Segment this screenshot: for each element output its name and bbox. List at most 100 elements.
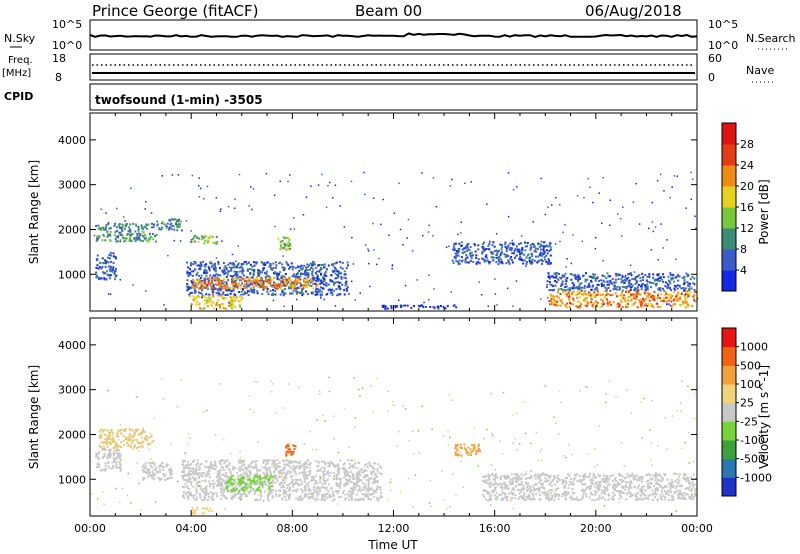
scatter-cell: [566, 258, 568, 260]
data-cell: [681, 300, 684, 303]
scatter-cell: [382, 198, 384, 201]
data-cell: [576, 296, 579, 299]
data-cell: [291, 292, 294, 295]
data-cell: [360, 467, 363, 470]
data-cell: [266, 462, 269, 465]
data-cell: [128, 437, 131, 440]
data-cell: [269, 263, 272, 266]
data-cell: [117, 454, 120, 457]
data-cell: [320, 273, 323, 276]
data-cell: [185, 479, 188, 482]
data-cell: [282, 246, 285, 249]
data-cell: [263, 477, 266, 480]
data-cell: [469, 253, 472, 256]
data-cell: [198, 295, 201, 298]
data-cell: [274, 293, 277, 296]
data-cell: [652, 273, 655, 276]
data-cell: [146, 469, 149, 472]
data-cell: [192, 263, 195, 266]
data-cell: [233, 479, 236, 481]
data-cell: [676, 274, 679, 277]
data-cell: [125, 438, 128, 441]
data-cell: [272, 488, 274, 491]
data-cell: [321, 497, 324, 500]
data-cell: [647, 302, 650, 305]
data-cell: [105, 270, 108, 273]
scatter-cell: [398, 299, 400, 301]
scatter-cell: [632, 201, 635, 203]
data-cell: [315, 480, 317, 483]
data-cell: [574, 277, 577, 280]
data-cell: [628, 279, 631, 282]
data-cell: [287, 494, 290, 497]
data-cell: [306, 266, 309, 268]
data-cell: [107, 429, 109, 432]
data-cell: [336, 294, 339, 297]
data-cell: [200, 285, 203, 288]
data-cell: [118, 226, 121, 229]
data-cell: [263, 473, 266, 476]
data-cell: [186, 491, 189, 493]
data-cell: [132, 222, 135, 225]
data-cell: [646, 295, 649, 298]
data-cell: [120, 446, 123, 449]
data-cell: [222, 480, 225, 483]
data-cell: [144, 466, 146, 469]
data-cell: [627, 296, 629, 299]
data-cell: [213, 287, 216, 289]
data-cell: [359, 498, 362, 500]
data-cell: [267, 467, 270, 470]
data-cell: [293, 287, 296, 290]
data-cell: [212, 263, 215, 266]
data-cell: [169, 226, 172, 229]
scatter-cell: [558, 276, 561, 279]
data-cell: [278, 472, 281, 475]
data-cell: [198, 303, 200, 306]
data-cell: [227, 464, 230, 467]
data-cell: [509, 242, 512, 245]
data-cell: [119, 467, 122, 470]
data-cell: [193, 468, 196, 471]
data-cell: [114, 238, 117, 241]
data-cell: [286, 243, 289, 246]
data-cell: [589, 292, 592, 294]
data-cell: [386, 307, 389, 310]
data-cell: [125, 224, 128, 227]
data-cell: [225, 268, 228, 271]
data-cell: [299, 278, 302, 281]
data-cell: [114, 273, 117, 276]
data-cell: [134, 240, 137, 243]
data-cell: [680, 484, 683, 487]
data-cell: [204, 268, 207, 271]
scatter-cell: [289, 228, 292, 230]
data-cell: [275, 286, 278, 289]
data-cell: [620, 293, 623, 296]
data-cell: [220, 497, 223, 500]
data-cell: [316, 283, 319, 286]
data-cell: [666, 490, 669, 493]
data-cell: [217, 262, 220, 265]
data-cell: [222, 307, 225, 309]
data-cell: [293, 469, 295, 472]
data-cell: [206, 473, 209, 476]
data-cell: [249, 472, 252, 475]
data-cell: [288, 238, 291, 241]
data-cell: [635, 276, 638, 279]
data-cell: [623, 286, 626, 289]
data-cell: [207, 236, 210, 239]
data-cell: [548, 289, 551, 292]
data-cell: [133, 238, 136, 241]
data-cell: [289, 292, 292, 295]
data-cell: [659, 486, 662, 489]
data-cell: [585, 272, 587, 275]
data-cell: [272, 283, 275, 285]
data-cell: [601, 490, 604, 493]
scatter-cell: [652, 230, 654, 233]
data-cell: [112, 261, 115, 264]
data-cell: [245, 468, 248, 471]
data-cell: [98, 451, 101, 454]
data-cell: [215, 465, 218, 468]
data-cell: [151, 471, 154, 474]
data-cell: [672, 303, 675, 306]
